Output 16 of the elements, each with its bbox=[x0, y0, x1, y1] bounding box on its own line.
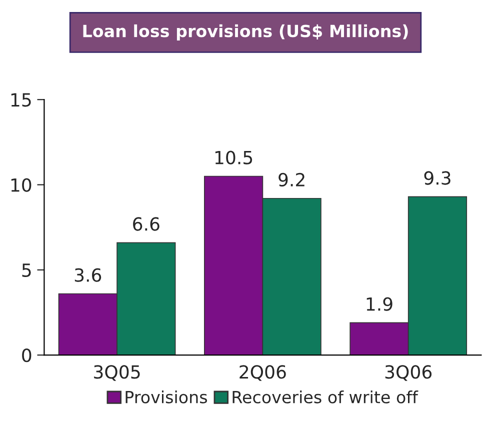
data-label: 3.6 bbox=[74, 268, 102, 282]
y-tick-label: 10 bbox=[11, 178, 32, 192]
data-label: 6.6 bbox=[133, 217, 160, 231]
x-tick-label: 3Q06 bbox=[385, 365, 432, 381]
y-tick-label: 0 bbox=[22, 348, 32, 362]
x-tick-label: 3Q05 bbox=[94, 365, 140, 381]
chart-title: Loan loss provisions (US$ Millions) bbox=[83, 24, 408, 41]
x-tick-label: 2Q06 bbox=[240, 365, 286, 381]
data-label: 10.5 bbox=[215, 150, 252, 164]
data-label: 9.3 bbox=[424, 171, 450, 185]
data-label: 1.9 bbox=[366, 297, 392, 311]
y-tick-label: 15 bbox=[11, 93, 31, 107]
legend-label: Provisions bbox=[126, 390, 207, 404]
legend-label: Recoveries of write off bbox=[232, 390, 418, 404]
data-label: 9.2 bbox=[278, 172, 304, 187]
y-tick-label: 5 bbox=[22, 264, 31, 278]
